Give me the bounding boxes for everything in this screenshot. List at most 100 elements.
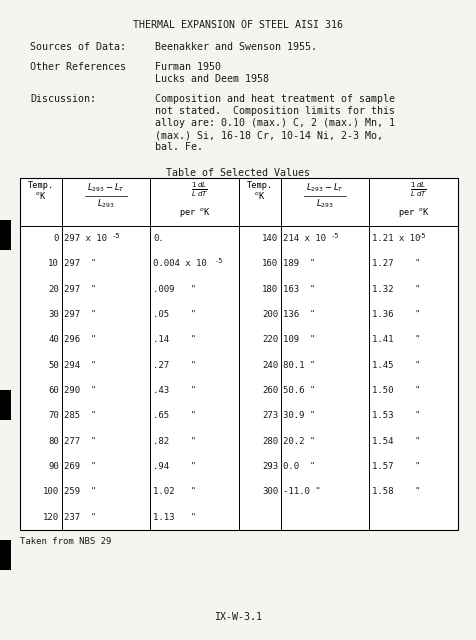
- Text: IX-W-3.1: IX-W-3.1: [214, 612, 262, 622]
- Text: 70: 70: [48, 412, 59, 420]
- Text: $L_{293} - L_T$: $L_{293} - L_T$: [87, 181, 125, 193]
- Text: 297  ": 297 ": [64, 285, 96, 294]
- Text: Sources of Data:: Sources of Data:: [30, 42, 126, 52]
- Text: $\frac{dL}{dT}$: $\frac{dL}{dT}$: [197, 181, 208, 199]
- Text: 269  ": 269 ": [64, 462, 96, 471]
- Text: -5: -5: [215, 258, 224, 264]
- Text: 277  ": 277 ": [64, 437, 96, 446]
- Text: 1.58    ": 1.58 ": [372, 488, 420, 497]
- Text: Discussion:: Discussion:: [30, 94, 96, 104]
- Text: Furman 1950: Furman 1950: [155, 62, 221, 72]
- Text: 1.50    ": 1.50 ": [372, 386, 420, 395]
- Text: Beenakker and Swenson 1955.: Beenakker and Swenson 1955.: [155, 42, 317, 52]
- Text: 290  ": 290 ": [64, 386, 96, 395]
- Text: Taken from NBS 29: Taken from NBS 29: [20, 537, 111, 546]
- Text: 1.54    ": 1.54 ": [372, 437, 420, 446]
- Text: 109  ": 109 ": [283, 335, 315, 344]
- Text: 30.9 ": 30.9 ": [283, 412, 315, 420]
- Text: Composition and heat treatment of sample: Composition and heat treatment of sample: [155, 94, 395, 104]
- Text: 1.13   ": 1.13 ": [153, 513, 196, 522]
- Text: -5: -5: [418, 233, 426, 239]
- Text: 200: 200: [262, 310, 278, 319]
- Text: .43    ": .43 ": [153, 386, 196, 395]
- Text: 20: 20: [48, 285, 59, 294]
- Text: 260: 260: [262, 386, 278, 395]
- Text: 80: 80: [48, 437, 59, 446]
- Text: 280: 280: [262, 437, 278, 446]
- Text: 297  ": 297 ": [64, 259, 96, 269]
- Text: .009   ": .009 ": [153, 285, 196, 294]
- Text: .82    ": .82 ": [153, 437, 196, 446]
- Text: THERMAL EXPANSION OF STEEL AISI 316: THERMAL EXPANSION OF STEEL AISI 316: [133, 20, 343, 30]
- Text: 40: 40: [48, 335, 59, 344]
- Text: 293: 293: [262, 462, 278, 471]
- Text: 180: 180: [262, 285, 278, 294]
- Text: 1.27    ": 1.27 ": [372, 259, 420, 269]
- Text: 0.004 x 10: 0.004 x 10: [153, 259, 207, 269]
- Text: per $^o$K: per $^o$K: [178, 206, 210, 219]
- Text: .14    ": .14 ": [153, 335, 196, 344]
- Text: not stated.  Composition limits for this: not stated. Composition limits for this: [155, 106, 395, 116]
- Text: Table of Selected Values: Table of Selected Values: [166, 168, 310, 178]
- Text: 189  ": 189 ": [283, 259, 315, 269]
- Text: 220: 220: [262, 335, 278, 344]
- Text: 1.02   ": 1.02 ": [153, 488, 196, 497]
- Text: $\frac{dL}{dT}$: $\frac{dL}{dT}$: [416, 181, 427, 199]
- Text: 1.41    ": 1.41 ": [372, 335, 420, 344]
- Text: 90: 90: [48, 462, 59, 471]
- Text: $L_{293}$: $L_{293}$: [316, 197, 334, 209]
- Text: $^o$K: $^o$K: [35, 190, 47, 201]
- Text: $^o$K: $^o$K: [254, 190, 266, 201]
- Text: .05    ": .05 ": [153, 310, 196, 319]
- Text: $\frac{1}{L}$: $\frac{1}{L}$: [191, 181, 198, 199]
- Bar: [0, 540, 11, 570]
- Text: 0: 0: [54, 234, 59, 243]
- Text: 1.45    ": 1.45 ": [372, 361, 420, 370]
- Text: 300: 300: [262, 488, 278, 497]
- Text: $L_{293} - L_T$: $L_{293} - L_T$: [306, 181, 344, 193]
- Text: per $^o$K: per $^o$K: [397, 206, 429, 219]
- Text: $L_{293}$: $L_{293}$: [97, 197, 115, 209]
- Text: -5: -5: [331, 233, 339, 239]
- Text: 140: 140: [262, 234, 278, 243]
- Text: Temp.: Temp.: [28, 181, 54, 190]
- Text: 80.1 ": 80.1 ": [283, 361, 315, 370]
- Text: 240: 240: [262, 361, 278, 370]
- Bar: [20, 178, 458, 530]
- Text: 297 x 10: 297 x 10: [64, 234, 107, 243]
- Text: .94    ": .94 ": [153, 462, 196, 471]
- Text: 214 x 10: 214 x 10: [283, 234, 326, 243]
- Text: 50.6 ": 50.6 ": [283, 386, 315, 395]
- Text: 294  ": 294 ": [64, 361, 96, 370]
- Text: alloy are: 0.10 (max.) C, 2 (max.) Mn, 1: alloy are: 0.10 (max.) C, 2 (max.) Mn, 1: [155, 118, 395, 128]
- Text: 50: 50: [48, 361, 59, 370]
- Text: $\frac{1}{L}$: $\frac{1}{L}$: [410, 181, 416, 199]
- Text: 20.2 ": 20.2 ": [283, 437, 315, 446]
- Text: 0.: 0.: [153, 234, 164, 243]
- Text: bal. Fe.: bal. Fe.: [155, 142, 203, 152]
- Text: 1.32    ": 1.32 ": [372, 285, 420, 294]
- Text: 296  ": 296 ": [64, 335, 96, 344]
- Text: 136  ": 136 ": [283, 310, 315, 319]
- Text: Temp.: Temp.: [247, 181, 273, 190]
- Text: 60: 60: [48, 386, 59, 395]
- Bar: [0, 220, 11, 250]
- Text: 1.57    ": 1.57 ": [372, 462, 420, 471]
- Text: Lucks and Deem 1958: Lucks and Deem 1958: [155, 74, 269, 84]
- Text: 100: 100: [43, 488, 59, 497]
- Text: .27    ": .27 ": [153, 361, 196, 370]
- Text: .65    ": .65 ": [153, 412, 196, 420]
- Text: 10: 10: [48, 259, 59, 269]
- Text: 1.21 x 10: 1.21 x 10: [372, 234, 420, 243]
- Text: 160: 160: [262, 259, 278, 269]
- Text: 273: 273: [262, 412, 278, 420]
- Text: 0.0  ": 0.0 ": [283, 462, 315, 471]
- Text: 120: 120: [43, 513, 59, 522]
- Text: 297  ": 297 ": [64, 310, 96, 319]
- Text: -5: -5: [112, 233, 120, 239]
- Text: 285  ": 285 ": [64, 412, 96, 420]
- Text: (max.) Si, 16-18 Cr, 10-14 Ni, 2-3 Mo,: (max.) Si, 16-18 Cr, 10-14 Ni, 2-3 Mo,: [155, 130, 383, 140]
- Text: 1.36    ": 1.36 ": [372, 310, 420, 319]
- Text: 163  ": 163 ": [283, 285, 315, 294]
- Text: 237  ": 237 ": [64, 513, 96, 522]
